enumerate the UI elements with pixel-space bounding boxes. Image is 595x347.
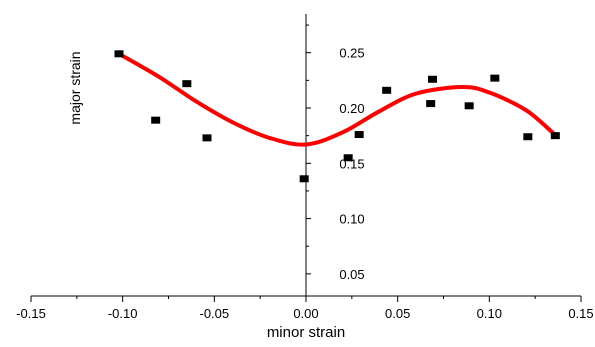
y-tick-label: 0.25	[339, 46, 364, 61]
axes	[31, 14, 581, 297]
data-point	[202, 134, 212, 142]
data-point	[523, 133, 533, 141]
x-tick-label: -0.05	[200, 306, 230, 321]
y-axis-ticks: 0.050.100.150.200.25	[306, 24, 365, 282]
x-tick-label: 0.00	[293, 306, 318, 321]
x-axis-ticks: -0.15 -0.10 -0.05 0.00 0.05 0.10 0.15	[16, 296, 594, 321]
x-tick-label: -0.15	[16, 306, 46, 321]
data-point	[114, 50, 124, 58]
data-point	[426, 100, 436, 108]
data-point	[428, 75, 437, 83]
data-point	[343, 154, 353, 162]
data-point	[299, 175, 309, 183]
x-axis-label: minor strain	[267, 324, 345, 341]
y-tick-label: 0.20	[339, 101, 364, 116]
x-tick-label: 0.15	[568, 306, 593, 321]
data-point	[354, 131, 364, 139]
data-point	[490, 74, 500, 82]
data-point	[550, 132, 560, 140]
x-tick-label: -0.10	[108, 306, 138, 321]
data-points	[114, 50, 560, 183]
x-tick-label: 0.05	[385, 306, 410, 321]
data-point	[151, 116, 161, 124]
data-point	[464, 102, 474, 110]
x-tick-label: 0.10	[477, 306, 502, 321]
y-tick-label: 0.05	[339, 267, 364, 282]
data-point	[382, 86, 392, 94]
y-tick-label: 0.10	[339, 212, 364, 227]
y-axis-label: major strain	[67, 51, 83, 124]
fit-curve-line	[117, 51, 556, 147]
data-point	[182, 80, 192, 88]
